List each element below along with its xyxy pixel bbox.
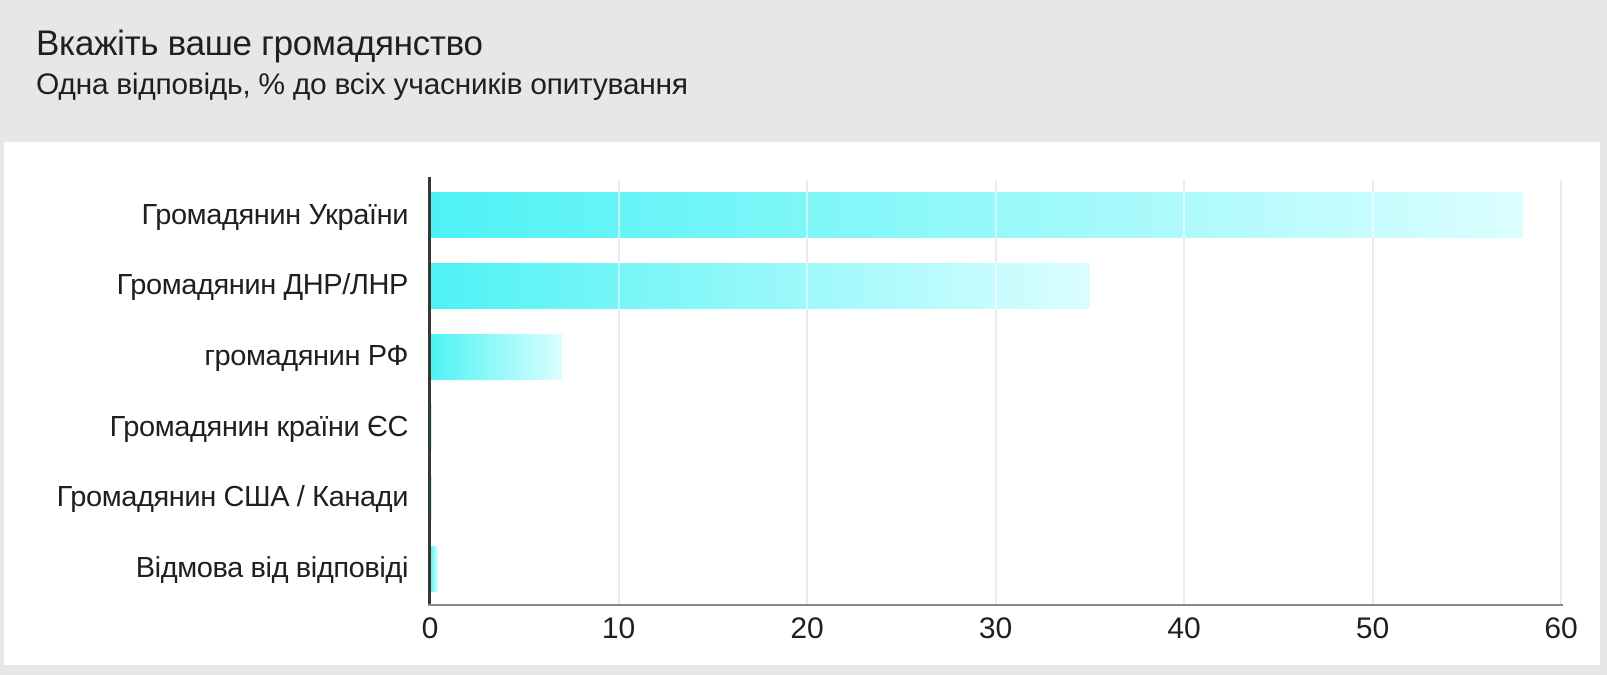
bar	[430, 192, 1524, 239]
bar	[430, 475, 432, 521]
gridline-overlay	[617, 180, 620, 604]
x-tick-label: 30	[978, 612, 1013, 645]
bar	[430, 404, 432, 451]
bar	[430, 333, 562, 380]
gridline-overlay	[994, 180, 997, 604]
y-axis-line	[428, 177, 431, 606]
x-tick-label: 20	[790, 612, 824, 645]
chart-subtitle: Одна відповідь, % до всіх учасників опит…	[36, 68, 688, 101]
bar	[430, 263, 1090, 309]
category-label: Відмова від відповіді	[135, 552, 409, 585]
x-axis-line	[428, 604, 1563, 606]
gridline-overlay	[1371, 180, 1374, 604]
bar	[430, 545, 438, 592]
category-label: Громадянин України	[141, 198, 409, 231]
category-label: громадянин РФ	[204, 340, 408, 373]
x-tick-label: 60	[1544, 612, 1578, 645]
x-tick-label: 50	[1355, 612, 1390, 645]
gridline-overlay	[1183, 180, 1185, 604]
gridline-overlay	[806, 180, 808, 604]
x-tick-label: 0	[421, 612, 439, 645]
gridline-overlay	[1560, 180, 1562, 604]
category-label: Громадянин США / Канади	[56, 481, 409, 514]
x-tick-label: 40	[1167, 612, 1201, 645]
x-tick-label: 10	[601, 612, 636, 645]
chart-header: Вкажіть ваше громадянство Одна відповідь…	[36, 22, 688, 104]
chart-title: Вкажіть ваше громадянство	[36, 24, 483, 63]
category-label: Громадянин ДНР/ЛНР	[116, 269, 409, 302]
category-label: Громадянин країни ЄС	[109, 410, 409, 443]
